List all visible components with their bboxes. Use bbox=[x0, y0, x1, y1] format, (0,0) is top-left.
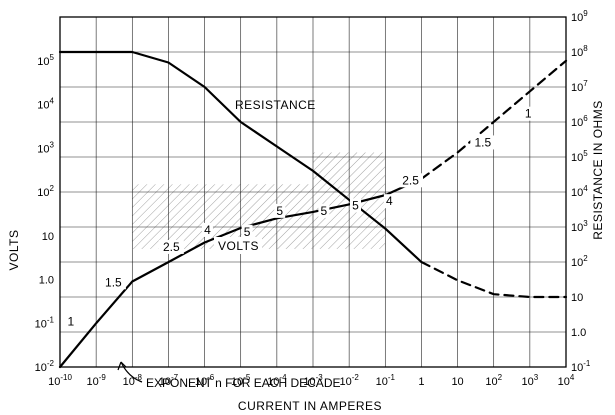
x-axis-ticks: 10-10 10-9 10-8 10-7 10-6 10-5 10-4 10-3 10-2 10-… bbox=[48, 373, 575, 388]
x-tick-label: 10-10 bbox=[48, 373, 72, 388]
exponent-label: 5 bbox=[352, 198, 359, 212]
y2-tick-label: 104 bbox=[571, 184, 588, 199]
x-tick-label: 10-9 bbox=[86, 373, 106, 388]
y2-tick-label: 10 bbox=[571, 292, 583, 304]
exponent-label-bg bbox=[201, 222, 213, 237]
x-tick-label: 103 bbox=[522, 373, 539, 388]
curves bbox=[58, 50, 568, 369]
series-resistance-dashed bbox=[420, 260, 568, 299]
exponent-note-arrow bbox=[120, 361, 143, 383]
y2-tick-label: 1.0 bbox=[571, 327, 586, 339]
series-volts-dashed bbox=[420, 59, 568, 180]
series-volts-solid bbox=[58, 177, 423, 369]
x-tick-label: 10-8 bbox=[123, 373, 143, 388]
x-axis-title: CURRENT IN AMPERES bbox=[238, 399, 382, 413]
y2-tick-label: 102 bbox=[571, 254, 588, 269]
exponent-label-bg bbox=[470, 135, 496, 150]
y-axis-ticks: 10-2 10-1 1.0 10 102 103 104 105 bbox=[35, 53, 55, 374]
y-tick-label: 10-2 bbox=[35, 359, 55, 374]
exponent-label: 1.5 bbox=[105, 275, 122, 289]
x-tick-label: 10 bbox=[451, 376, 463, 388]
exponent-label-bg bbox=[350, 198, 362, 213]
exponent-label-bg bbox=[398, 173, 424, 188]
exponent-label: 1 bbox=[525, 107, 532, 121]
series-label-volts: VOLTS bbox=[218, 239, 259, 253]
x-tick-label: 104 bbox=[558, 373, 575, 388]
y-tick-label: 105 bbox=[37, 53, 54, 68]
grid bbox=[59, 16, 567, 368]
x-tick-label: 102 bbox=[485, 373, 502, 388]
y2-tick-label: 107 bbox=[571, 79, 588, 94]
y-tick-label: 103 bbox=[37, 140, 54, 155]
x-tick-label: 10-2 bbox=[339, 373, 359, 388]
y2-tick-label: 108 bbox=[571, 44, 588, 59]
x-tick-label: 10-4 bbox=[267, 373, 287, 388]
exponent-label: 1.5 bbox=[474, 135, 491, 149]
y2-axis-ticks: 10-1 1.0 10 102 103 104 105 106 107 108 109 bbox=[571, 9, 591, 374]
y2-axis-title: RESISTANCE IN OHMS bbox=[591, 100, 605, 239]
exponent-label: 4 bbox=[386, 194, 393, 208]
exponent-label: 2.5 bbox=[163, 240, 180, 254]
y-tick-label: 10-1 bbox=[35, 315, 55, 330]
y-tick-label: 10 bbox=[42, 231, 54, 243]
y2-tick-label: 103 bbox=[571, 219, 588, 234]
x-tick-label: 10-6 bbox=[195, 373, 215, 388]
exponent-label: 2.5 bbox=[402, 173, 419, 187]
plot-frame bbox=[59, 16, 567, 368]
exponent-label-bg bbox=[65, 314, 77, 329]
y-axis-title: VOLTS bbox=[7, 230, 21, 271]
x-tick-label: 10-5 bbox=[231, 373, 251, 388]
y-tick-label: 102 bbox=[37, 184, 54, 199]
x-tick-label: 10-1 bbox=[376, 373, 396, 388]
series-resistance-solid bbox=[58, 50, 423, 264]
exponent-label: 5 bbox=[321, 204, 328, 218]
series-label-resistance: RESISTANCE bbox=[235, 98, 316, 112]
exponent-label: 4 bbox=[204, 223, 211, 237]
exponent-label-bg bbox=[318, 203, 330, 218]
series-label-volts-group: VOLTS bbox=[214, 237, 262, 254]
exponent-label-bg bbox=[274, 203, 286, 218]
exponent-label-bg bbox=[100, 275, 126, 290]
exponent-label-bg bbox=[158, 239, 184, 254]
exponent-label: 1 bbox=[68, 314, 75, 328]
exponent-note-arrowhead bbox=[117, 361, 127, 371]
y2-tick-label: 10-1 bbox=[571, 359, 591, 374]
exponent-label: 5 bbox=[244, 225, 251, 239]
exponent-annotations: 1 1.5 2.5 4 5 5 5 5 4 2.5 1.5 1 bbox=[65, 106, 534, 329]
x-tick-label: 10-7 bbox=[159, 373, 179, 388]
exponent-label-bg bbox=[383, 194, 395, 209]
x-tick-label: 1 bbox=[418, 376, 424, 388]
y2-tick-label: 105 bbox=[571, 149, 588, 164]
exponent-label: 5 bbox=[276, 204, 283, 218]
y-tick-label: 104 bbox=[37, 97, 54, 112]
exponent-label-bg bbox=[522, 106, 534, 121]
x-tick-label: 10-3 bbox=[303, 373, 323, 388]
y-tick-label: 1.0 bbox=[39, 275, 54, 287]
exponent-label-bg bbox=[241, 224, 253, 239]
y2-tick-label: 109 bbox=[571, 9, 588, 24]
exponent-note-group: EXPONENT n FOR EACH DECADE bbox=[117, 361, 340, 390]
exponent-note: EXPONENT n FOR EACH DECADE bbox=[146, 376, 340, 390]
y2-tick-label: 106 bbox=[571, 114, 588, 129]
shaded-region bbox=[132, 152, 386, 249]
